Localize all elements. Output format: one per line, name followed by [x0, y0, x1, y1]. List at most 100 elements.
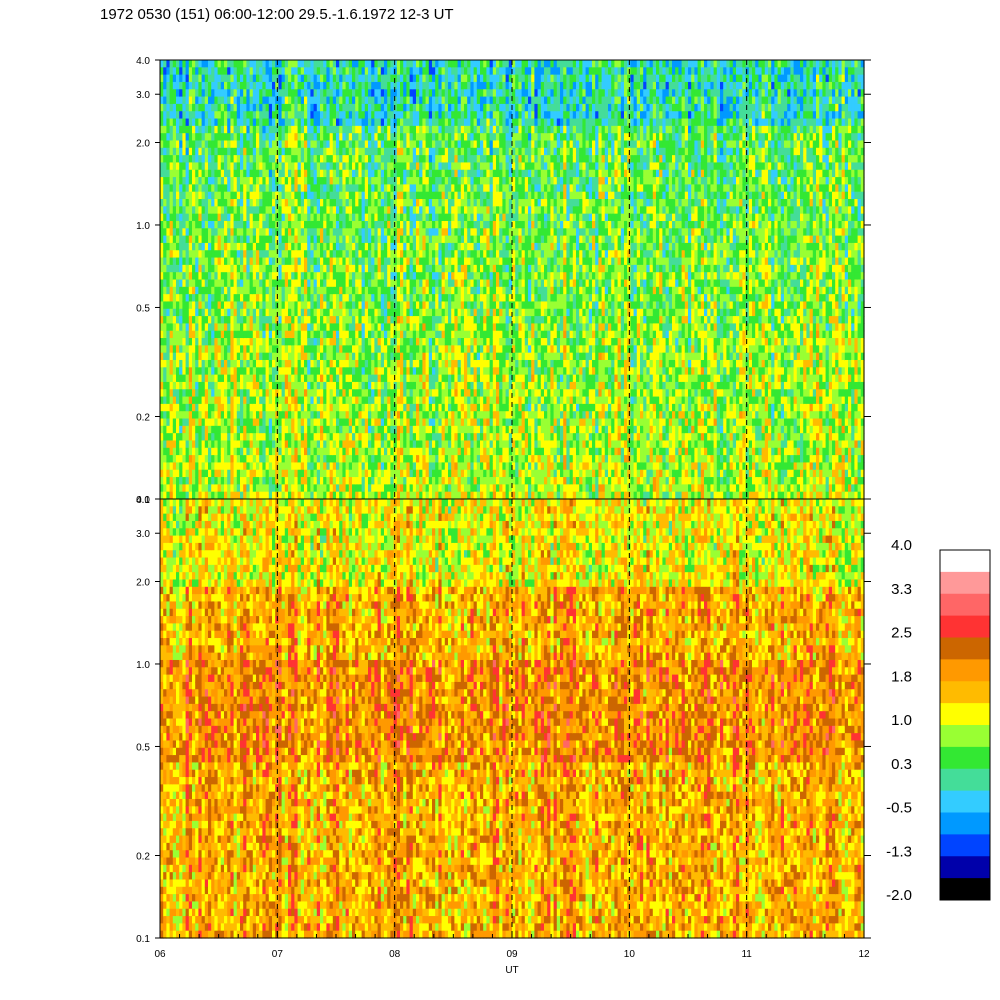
- heatmap-cell: [179, 220, 183, 229]
- heatmap-cell: [329, 125, 334, 134]
- heatmap-cell: [208, 433, 212, 442]
- heatmap-cell: [326, 440, 331, 449]
- heatmap-cell: [265, 316, 270, 324]
- heatmap-cell: [224, 345, 228, 354]
- heatmap-cell: [192, 425, 196, 434]
- heatmap-cell: [326, 323, 331, 332]
- heatmap-cell: [243, 316, 247, 324]
- heatmap-cell: [172, 308, 177, 317]
- heatmap-cell: [204, 352, 209, 361]
- heatmap-cell: [198, 403, 203, 412]
- heatmap-cell: [217, 418, 222, 427]
- heatmap-cell: [160, 447, 164, 456]
- heatmap-cell: [188, 147, 193, 156]
- heatmap-cell: [275, 89, 279, 98]
- heatmap-cell: [224, 235, 228, 244]
- heatmap-cell: [320, 440, 324, 449]
- heatmap-cell: [211, 469, 215, 478]
- heatmap-cell: [220, 184, 225, 193]
- heatmap-cell: [278, 177, 283, 185]
- heatmap-cell: [326, 155, 331, 164]
- heatmap-cell: [307, 316, 311, 324]
- heatmap-cell: [339, 67, 343, 76]
- heatmap-cell: [182, 455, 187, 464]
- heatmap-cell: [291, 89, 295, 98]
- heatmap-cell: [185, 374, 190, 383]
- heatmap-cell: [304, 338, 308, 346]
- heatmap-cell: [172, 257, 177, 266]
- heatmap-cell: [262, 308, 267, 317]
- heatmap-cell: [246, 155, 251, 164]
- heatmap-cell: [284, 220, 289, 229]
- heatmap-cell: [230, 111, 235, 120]
- heatmap-cell: [342, 264, 347, 273]
- heatmap-cell: [339, 338, 343, 346]
- heatmap-cell: [217, 213, 222, 222]
- heatmap-cell: [288, 206, 292, 215]
- heatmap-cell: [166, 96, 171, 105]
- heatmap-cell: [297, 264, 302, 273]
- heatmap-cell: [339, 155, 343, 164]
- heatmap-cell: [211, 352, 215, 361]
- heatmap-cell: [176, 220, 180, 229]
- heatmap-cell: [227, 235, 231, 244]
- heatmap-cell: [310, 279, 315, 288]
- heatmap-cell: [323, 389, 327, 398]
- heatmap-cell: [268, 272, 273, 281]
- heatmap-cell: [259, 67, 263, 76]
- heatmap-cell: [204, 301, 209, 310]
- heatmap-cell: [192, 455, 196, 464]
- heatmap-cell: [256, 345, 260, 354]
- heatmap-cell: [179, 96, 183, 105]
- heatmap-cell: [294, 147, 299, 156]
- heatmap-cell: [166, 345, 171, 354]
- heatmap-cell: [268, 199, 273, 207]
- heatmap-cell: [227, 81, 231, 90]
- heatmap-cell: [201, 169, 206, 178]
- heatmap-cell: [198, 206, 203, 215]
- heatmap-cell: [294, 67, 299, 76]
- heatmap-cell: [204, 264, 209, 273]
- heatmap-cell: [265, 440, 270, 449]
- heatmap-cell: [329, 81, 334, 90]
- heatmap-cell: [236, 74, 241, 83]
- heatmap-cell: [188, 338, 193, 346]
- heatmap-cell: [336, 411, 340, 420]
- heatmap-cell: [201, 191, 206, 200]
- heatmap-cell: [275, 133, 279, 142]
- heatmap-cell: [185, 213, 190, 222]
- heatmap-cell: [262, 184, 267, 193]
- heatmap-cell: [336, 455, 340, 464]
- heatmap-cell: [316, 242, 321, 251]
- heatmap-cell: [294, 425, 299, 434]
- heatmap-cell: [320, 484, 324, 493]
- heatmap-cell: [329, 220, 334, 229]
- heatmap-cell: [252, 440, 257, 449]
- heatmap-cell: [198, 301, 203, 310]
- heatmap-cell: [259, 286, 263, 295]
- heatmap-cell: [313, 491, 318, 500]
- heatmap-cell: [243, 111, 247, 120]
- heatmap-cell: [326, 418, 331, 427]
- heatmap-cell: [326, 147, 331, 156]
- heatmap-cell: [262, 125, 267, 134]
- heatmap-cell: [240, 323, 244, 332]
- heatmap-cell: [345, 103, 350, 112]
- heatmap-cell: [172, 169, 177, 178]
- heatmap-cell: [307, 286, 311, 295]
- heatmap-cell: [345, 118, 350, 127]
- heatmap-cell: [224, 162, 228, 171]
- heatmap-cell: [272, 345, 276, 354]
- heatmap-cell: [256, 147, 260, 156]
- heatmap-cell: [160, 469, 164, 478]
- heatmap-cell: [281, 484, 286, 493]
- heatmap-cell: [195, 308, 199, 317]
- heatmap-cell: [256, 294, 260, 303]
- heatmap-cell: [310, 367, 315, 376]
- heatmap-cell: [230, 367, 235, 376]
- heatmap-cell: [316, 257, 321, 266]
- heatmap-cell: [320, 381, 324, 390]
- heatmap-cell: [284, 199, 289, 207]
- heatmap-cell: [323, 103, 327, 112]
- heatmap-cell: [204, 155, 209, 164]
